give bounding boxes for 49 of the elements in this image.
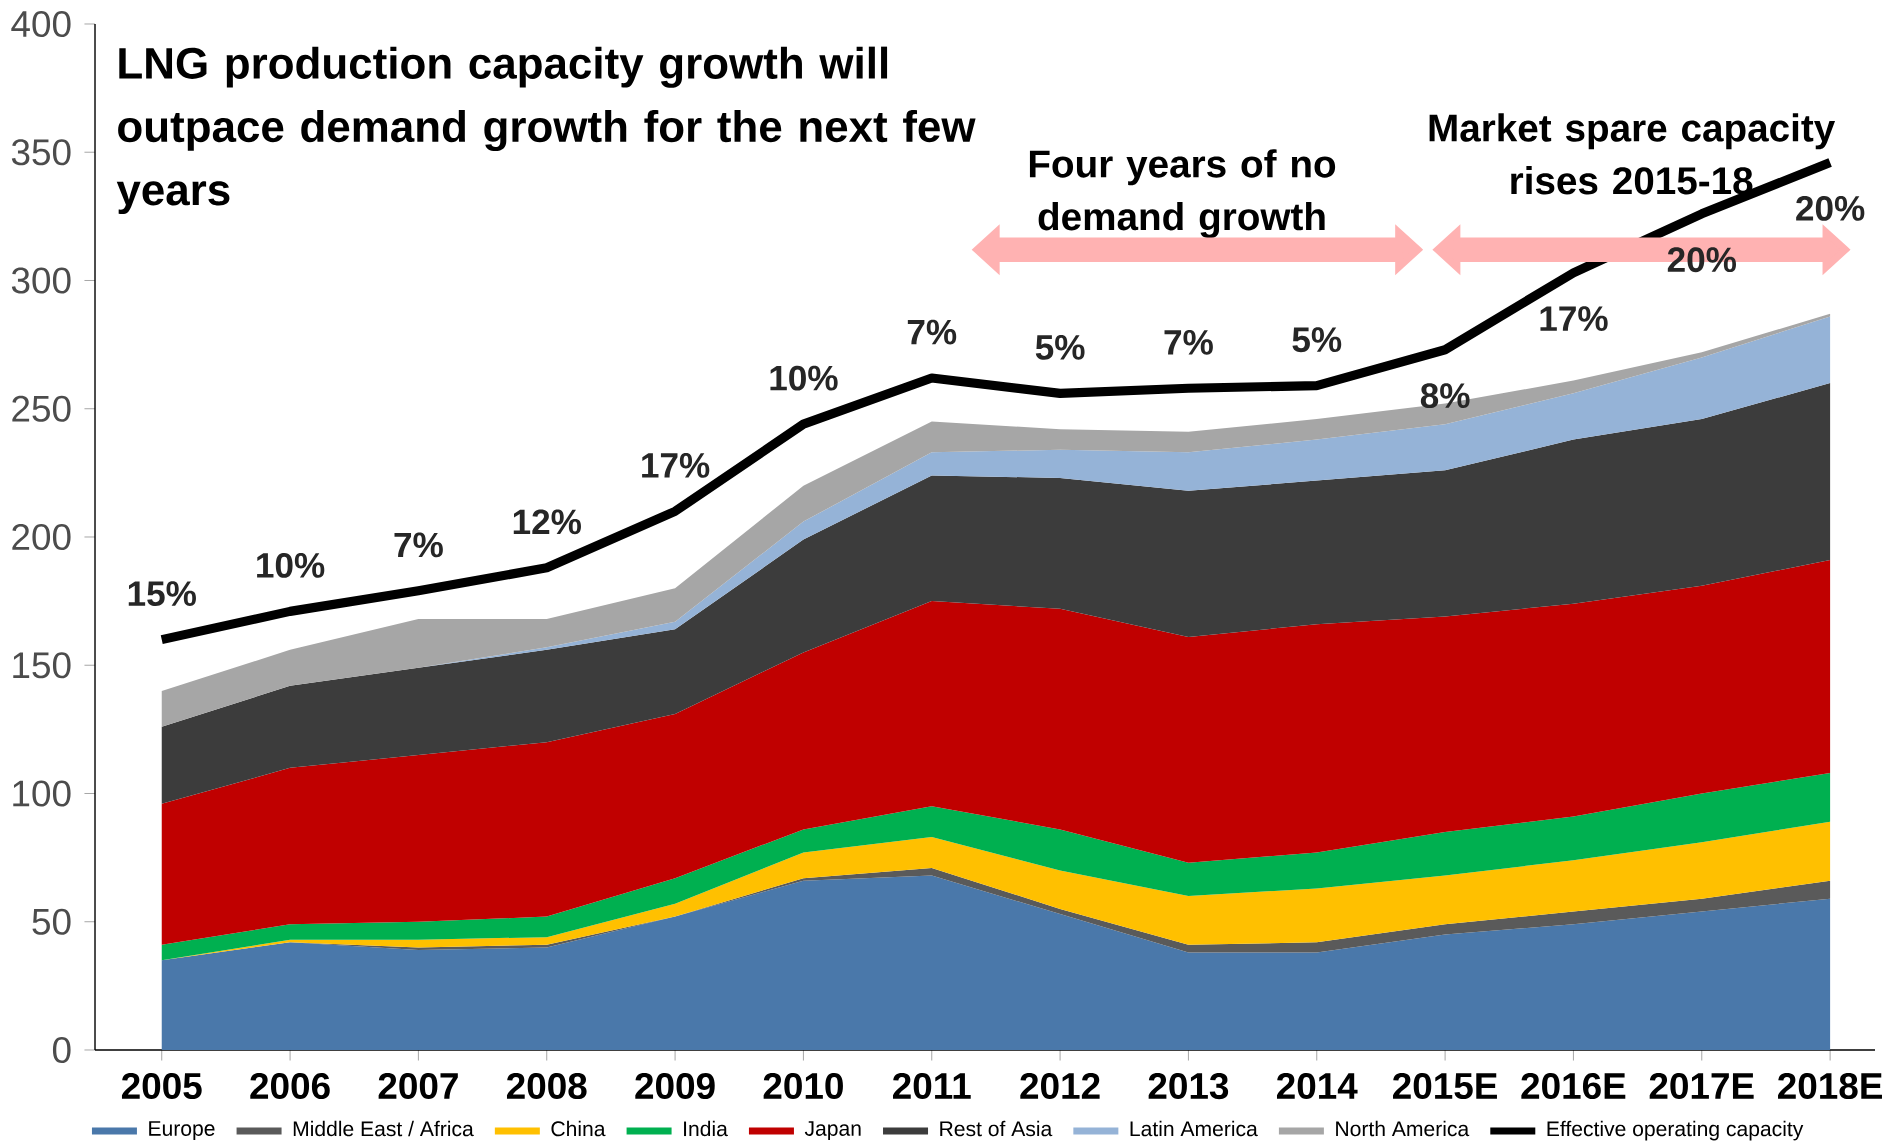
x-tick-label: 2008 bbox=[506, 1072, 587, 1100]
x-tick-label: 2005 bbox=[121, 1072, 202, 1100]
x-tick-label: 2011 bbox=[893, 1072, 971, 1100]
annotation: 17% bbox=[642, 453, 710, 478]
legend-label: Rest of Asia bbox=[940, 1120, 1053, 1137]
x-tick-label: 2014 bbox=[1276, 1072, 1358, 1100]
y-tick-label: 400 bbox=[11, 10, 71, 38]
x-tick-label: 2015E bbox=[1393, 1072, 1497, 1100]
y-tick-label: 250 bbox=[12, 395, 71, 422]
y-tick-label: 350 bbox=[11, 139, 71, 166]
annotation: 5% bbox=[1035, 335, 1085, 360]
annotation: 20% bbox=[1667, 247, 1737, 273]
legend-label: North America bbox=[1336, 1120, 1470, 1137]
annotation: Market spare capacity rises 2015-18 bbox=[1429, 113, 1836, 195]
annotation: 20% bbox=[1796, 196, 1865, 221]
x-tick-label: 2006 bbox=[250, 1072, 330, 1100]
legend-label: Latin America bbox=[1130, 1120, 1258, 1137]
legend-label: Japan bbox=[804, 1121, 861, 1141]
y-tick-label: 100 bbox=[13, 780, 71, 807]
x-tick-label: 2010 bbox=[763, 1072, 843, 1100]
y-tick-label: 150 bbox=[13, 652, 71, 679]
legend-label: Effective operating capacity bbox=[1547, 1120, 1804, 1141]
annotation: 5% bbox=[1292, 327, 1342, 353]
y-tick-label: 200 bbox=[12, 523, 71, 551]
annotation: 8% bbox=[1420, 383, 1470, 409]
annotation: 10% bbox=[770, 365, 838, 391]
legend-label: Europe bbox=[149, 1121, 215, 1141]
x-tick-label: 2007 bbox=[378, 1072, 458, 1100]
x-tick-label: 2013 bbox=[1148, 1072, 1229, 1100]
y-tick-label: 0 bbox=[52, 1036, 71, 1064]
x-tick-label: 2018E bbox=[1778, 1072, 1882, 1100]
annotation: 17% bbox=[1540, 306, 1608, 332]
annotation: 10% bbox=[257, 553, 325, 578]
annotation: 7% bbox=[1164, 329, 1213, 355]
x-tick-label: 2012 bbox=[1020, 1072, 1100, 1100]
annotation: 15% bbox=[128, 581, 196, 607]
legend-label: Middle East / Africa bbox=[293, 1120, 474, 1137]
annotation: Four years of no demand growth bbox=[1029, 149, 1336, 239]
annotation: 7% bbox=[394, 532, 443, 558]
annotation: 7% bbox=[907, 319, 957, 345]
y-tick-label: 300 bbox=[11, 267, 71, 294]
text: LNG production capacity growth will outpace demand growth for the next few years bbox=[116, 46, 976, 215]
x-tick-label: 2016E bbox=[1521, 1072, 1626, 1100]
y-tick-label: 50 bbox=[32, 908, 71, 935]
annotation: 12% bbox=[513, 509, 581, 535]
x-tick-label: 2009 bbox=[635, 1072, 715, 1100]
x-tick-label: 2017E bbox=[1649, 1072, 1754, 1100]
legend-label: India bbox=[684, 1120, 728, 1137]
legend-label: China bbox=[551, 1120, 606, 1137]
